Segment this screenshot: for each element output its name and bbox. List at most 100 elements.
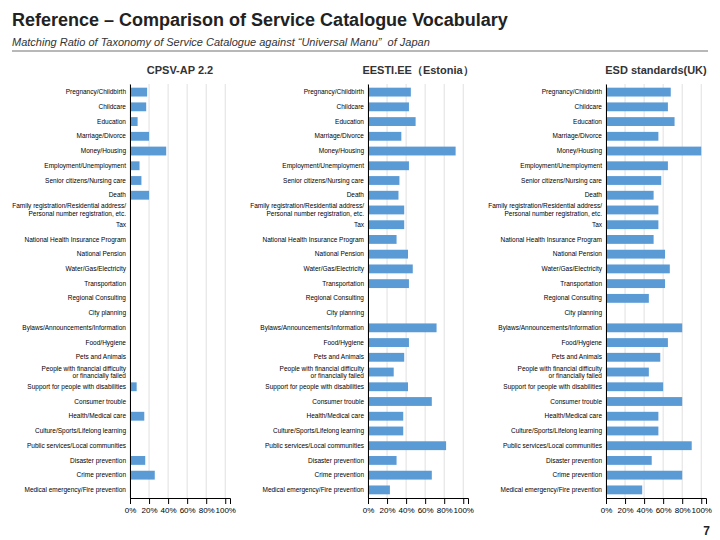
x-tick-label: 40%: [399, 506, 415, 515]
x-tick: 100%: [692, 498, 712, 515]
y-tick-label: Death: [585, 191, 603, 198]
y-tick-label: Disaster prevention: [70, 457, 126, 465]
x-tick-label: 20%: [380, 506, 396, 515]
y-tick-label: Money/Housing: [319, 147, 365, 155]
bar: [606, 427, 658, 436]
y-tick-label: Senior citizens/Nursing care: [521, 177, 602, 185]
bar: [606, 191, 654, 200]
y-tick-label: Crime prevention: [315, 471, 365, 479]
panel-title: ESD standards(UK): [605, 64, 707, 76]
y-tick: Transportation: [84, 280, 130, 288]
bar: [368, 161, 409, 170]
figure: Reference – Comparison of Service Catalo…: [0, 0, 720, 540]
x-tick-mark: [387, 498, 388, 504]
bar: [606, 382, 663, 391]
y-tick: Employment/Unemployment: [520, 162, 606, 170]
bars: [368, 88, 456, 495]
x-tick: 0%: [125, 498, 137, 515]
x-tick-mark: [149, 498, 150, 504]
y-tick-label: Consumer trouble: [312, 398, 364, 405]
y-axis: Pregnancy/ChildbirthChildcareEducationMa…: [12, 85, 130, 499]
y-tick-label: Bylaws/Announcements/Information: [498, 324, 602, 332]
bar: [606, 294, 649, 303]
bar: [130, 456, 145, 465]
y-tick: Water/Gas/Electricity: [304, 265, 368, 273]
y-tick: Senior citizens/Nursing care: [283, 177, 368, 185]
grid-line: [149, 84, 150, 498]
y-tick-label: Money/Housing: [557, 147, 603, 155]
bar: [368, 353, 404, 362]
y-tick-label: Consumer trouble: [74, 398, 126, 405]
bar: [130, 117, 138, 126]
bars: [606, 88, 701, 495]
y-tick: Disaster prevention: [70, 457, 130, 465]
panel-title: EESTI.EE（Estonia）: [362, 64, 473, 77]
y-tick: Childcare: [337, 103, 368, 110]
y-tick-label: National Pension: [315, 250, 365, 257]
grid-line: [387, 84, 388, 498]
y-tick: Health/Medical care: [307, 412, 368, 419]
x-axis-line: [369, 499, 469, 505]
y-axis-line: [606, 85, 607, 499]
y-tick: Health/Medical care: [545, 412, 606, 419]
x-axis: 0%20%40%60%80%100%: [125, 498, 236, 515]
y-tick: Public services/Local communities: [27, 442, 130, 449]
x-tick: 0%: [601, 498, 613, 515]
y-tick-label: Transportation: [560, 280, 602, 288]
x-tick-mark: [168, 498, 169, 504]
x-tick-mark: [225, 498, 226, 504]
bar: [606, 353, 660, 362]
bar: [368, 117, 416, 126]
bar: [606, 117, 675, 126]
y-tick: Senior citizens/Nursing care: [521, 177, 606, 185]
y-tick-label: Support for people with disabilities: [265, 383, 364, 391]
y-tick-label: Family registration/Residential address/…: [488, 202, 602, 217]
y-tick: Pets and Animals: [552, 353, 606, 360]
y-tick: Family registration/Residential address/…: [488, 202, 606, 217]
y-tick: Family registration/Residential address/…: [12, 202, 130, 217]
y-tick-label: Health/Medical care: [307, 412, 365, 419]
y-axis-line: [368, 85, 369, 499]
y-tick: Death: [109, 191, 130, 198]
y-axis: Pregnancy/ChildbirthChildcareEducationMa…: [488, 85, 606, 499]
y-tick: Family registration/Residential address/…: [250, 202, 368, 217]
bar: [368, 485, 390, 494]
grid-line: [682, 84, 683, 498]
y-tick: Tax: [116, 221, 130, 228]
y-tick: Culture/Sports/Lifelong learning: [273, 427, 368, 435]
bar: [368, 264, 413, 273]
x-tick-mark: [701, 498, 702, 504]
y-tick-label: Public services/Local communities: [503, 442, 603, 449]
x-tick: 60%: [180, 498, 196, 515]
y-tick-label: Support for people with disabilities: [27, 383, 126, 391]
y-tick: Culture/Sports/Lifelong learning: [511, 427, 606, 435]
y-tick: Marriage/Divorce: [315, 132, 369, 140]
x-tick-label: 60%: [180, 506, 196, 515]
bar: [368, 132, 401, 141]
y-tick: National Health Insurance Program: [24, 236, 130, 244]
y-tick: Medical emergency/Fire prevention: [500, 486, 606, 494]
y-tick-label: City planning: [326, 309, 364, 317]
bar: [606, 147, 701, 156]
x-tick: 0%: [363, 498, 375, 515]
x-tick: 20%: [142, 498, 158, 515]
y-tick-label: Consumer trouble: [550, 398, 602, 405]
panel: ESD standards(UK)0%20%40%60%80%100%Pregn…: [488, 64, 712, 515]
x-tick-label: 20%: [142, 506, 158, 515]
bar: [606, 279, 665, 288]
x-tick: 40%: [161, 498, 177, 515]
y-tick: Consumer trouble: [550, 398, 606, 405]
y-tick: Crime prevention: [77, 471, 131, 479]
y-tick-label: City planning: [564, 309, 602, 317]
y-tick: City planning: [88, 309, 130, 317]
y-tick-label: Tax: [116, 221, 127, 228]
y-axis-line: [130, 85, 131, 499]
y-tick: People with financial difficultyor finan…: [42, 365, 130, 380]
y-tick: Pregnancy/Childbirth: [66, 88, 130, 96]
y-tick-label: Food/Hygiene: [324, 339, 365, 347]
bar: [606, 323, 682, 332]
x-tick-label: 80%: [675, 506, 691, 515]
panel: EESTI.EE（Estonia）0%20%40%60%80%100%Pregn…: [250, 64, 474, 515]
grid-line: [644, 84, 645, 498]
bar: [130, 102, 146, 111]
